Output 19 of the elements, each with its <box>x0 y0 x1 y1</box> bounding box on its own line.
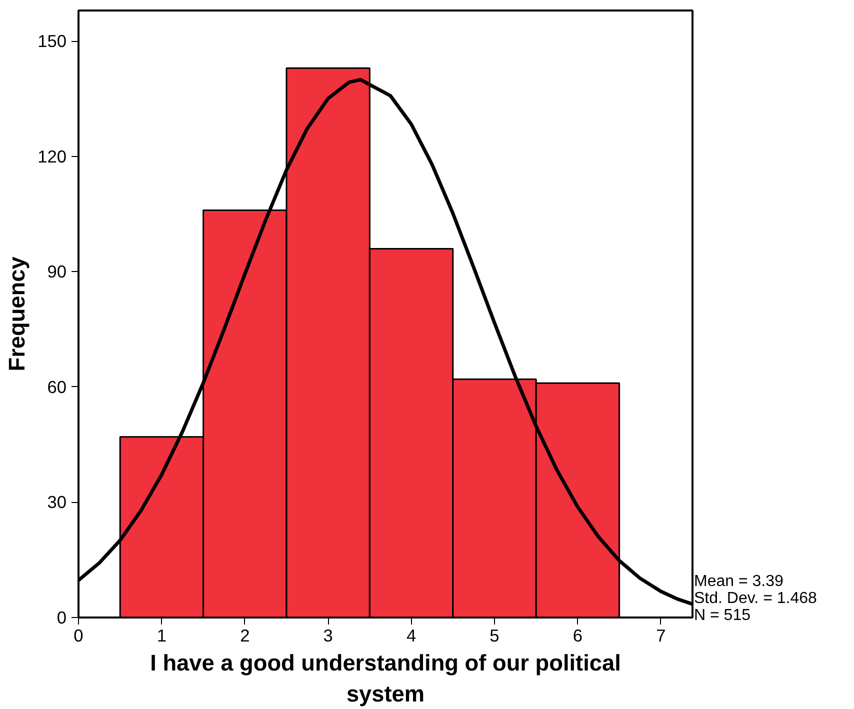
text: Mean = 3.39 <box>694 573 784 590</box>
y-tick-label: 150 <box>38 31 67 52</box>
x-tick-label: 4 <box>406 626 416 646</box>
y-tick-label: 90 <box>47 262 67 282</box>
x-tick-label: 1 <box>156 626 167 646</box>
x-tick-label: 5 <box>490 626 500 646</box>
text: Std. Dev. = 1.468 <box>694 590 817 607</box>
x-tick-label: 2 <box>240 626 250 646</box>
x-tick-label: 6 <box>572 626 583 646</box>
x-axis-title: I have a good understanding of our political system <box>150 650 621 707</box>
y-axis-title: Frequency <box>4 256 30 372</box>
x-tick-label: 0 <box>74 626 84 646</box>
x-tick-label: 3 <box>323 626 333 646</box>
y-tick-label: 120 <box>38 146 67 166</box>
y-tick-label: 0 <box>56 608 67 628</box>
y-tick-label: 60 <box>47 376 67 397</box>
x-tick-label: 7 <box>656 626 666 646</box>
text: N = 515 <box>694 607 750 624</box>
y-tick-label: 30 <box>47 492 67 512</box>
